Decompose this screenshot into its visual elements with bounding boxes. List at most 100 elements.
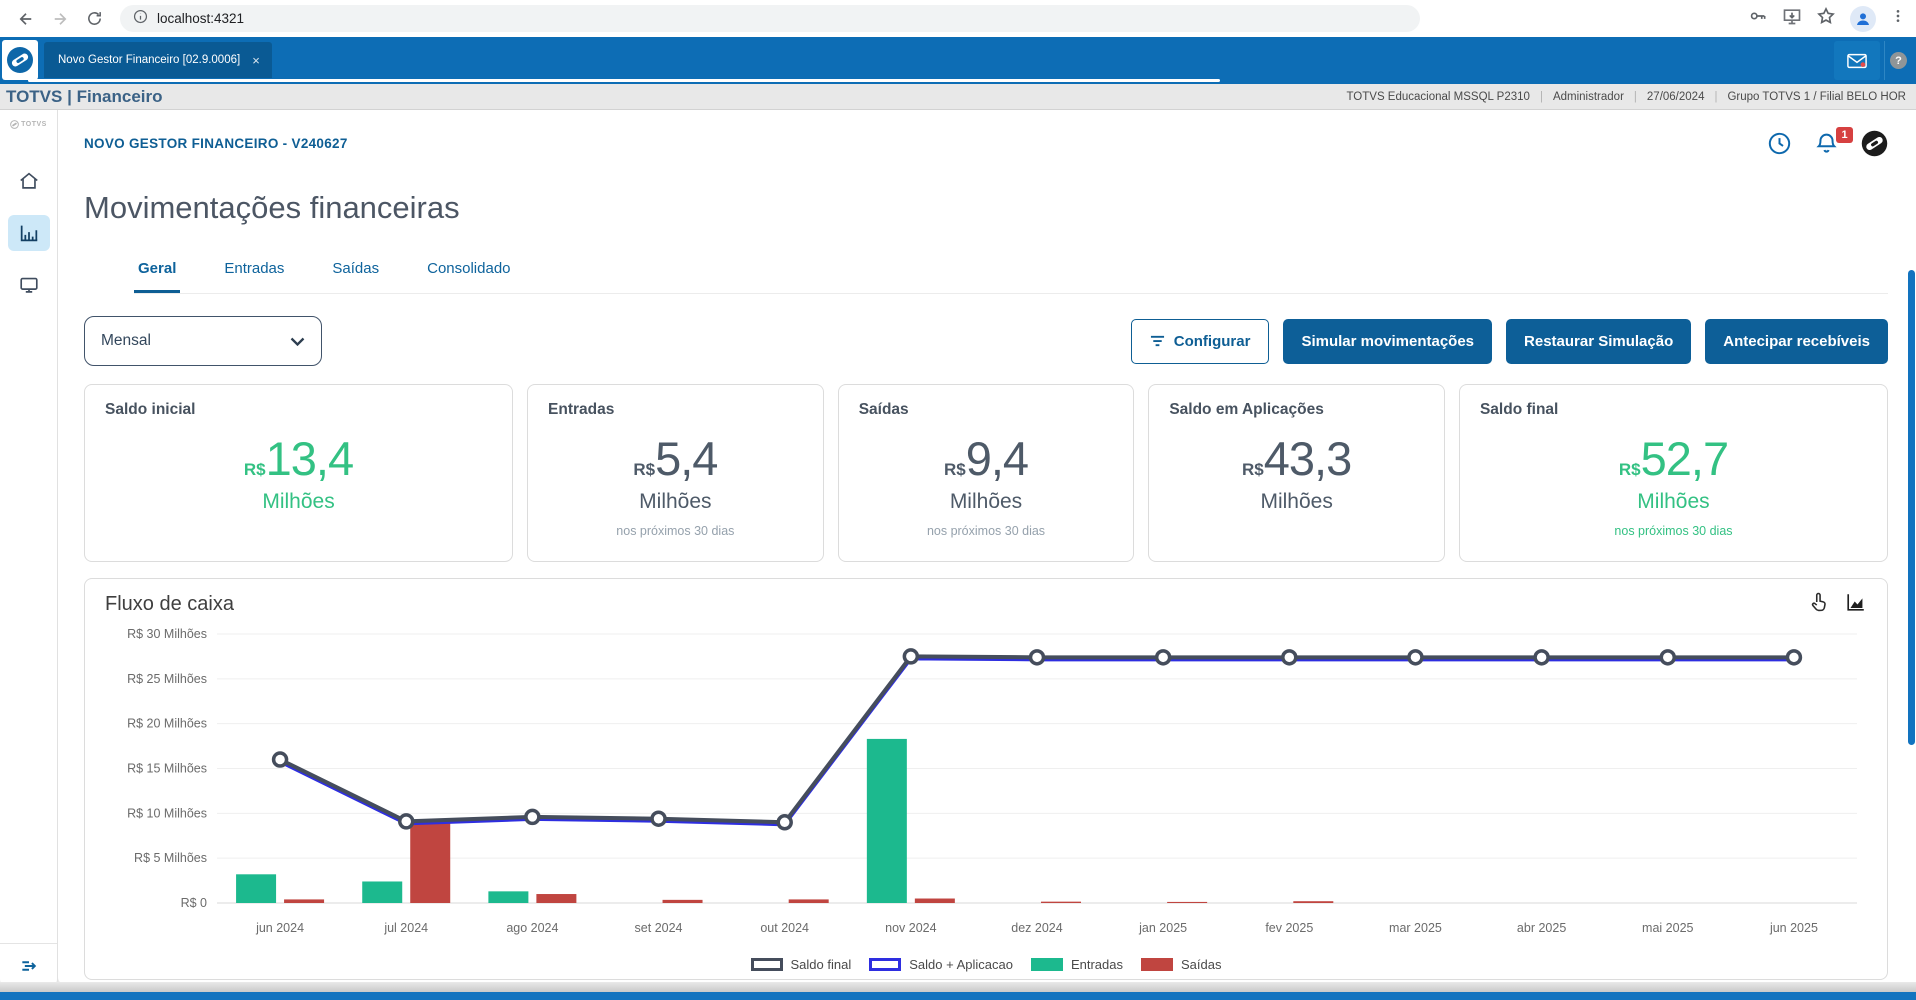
- horizontal-scrollbar[interactable]: [0, 992, 1916, 1000]
- mail-icon[interactable]: [1834, 41, 1880, 80]
- area-chart-icon[interactable]: [1845, 591, 1867, 618]
- chart-tools: [1808, 591, 1867, 618]
- sidebar-item-dashboard[interactable]: [7, 215, 50, 251]
- url-text[interactable]: localhost:4321: [157, 11, 245, 26]
- sidebar-nav: [7, 163, 50, 303]
- legend-item-entradas[interactable]: Entradas: [1030, 957, 1123, 972]
- chart-header: Fluxo de caixa: [105, 591, 1867, 618]
- app-tab-bar: Novo Gestor Financeiro [02.9.0006] × ?: [0, 37, 1916, 84]
- kpi-card-saldo-inicial: Saldo inicial R$13,4 Milhões: [84, 384, 514, 562]
- page-title: Movimentações financeiras: [84, 190, 460, 225]
- env-company: Grupo TOTVS 1 / Filial BELO HOR: [1727, 90, 1906, 103]
- notifications-bell-icon[interactable]: 1: [1814, 127, 1853, 161]
- controls-row: Mensal Configurar Simular movimentações …: [84, 316, 1888, 366]
- vertical-scrollbar[interactable]: [1908, 270, 1915, 745]
- chevron-down-icon: [290, 337, 305, 346]
- sidebar-totvs-logo: TOTVS: [10, 120, 47, 129]
- main-content: NOVO GESTOR FINANCEIRO - V240627 1 Movim…: [58, 110, 1916, 985]
- app-tab[interactable]: Novo Gestor Financeiro [02.9.0006] ×: [44, 42, 272, 78]
- key-icon[interactable]: [1748, 6, 1768, 31]
- browser-menu-icon[interactable]: [1890, 8, 1906, 29]
- anticipate-receivables-button[interactable]: Antecipar recebíveis: [1705, 318, 1888, 364]
- svg-text:R$ 15 Milhões: R$ 15 Milhões: [127, 762, 207, 776]
- profile-avatar[interactable]: [1850, 5, 1876, 32]
- page-tabs: Geral Entradas Saídas Consolidado: [134, 260, 1888, 294]
- svg-text:abr 2025: abr 2025: [1517, 921, 1566, 935]
- app-tab-title: Novo Gestor Financeiro [02.9.0006]: [58, 54, 241, 66]
- period-select-value: Mensal: [101, 332, 151, 349]
- browser-toolbar: localhost:4321: [0, 0, 1916, 37]
- svg-text:R$ 20 Milhões: R$ 20 Milhões: [127, 717, 207, 731]
- svg-text:set 2024: set 2024: [635, 921, 683, 935]
- kpi-card-entradas: Entradas R$5,4 Milhões nos próximos 30 d…: [527, 384, 824, 562]
- cash-flow-chart-card: Fluxo de caixa R$ 0 R$ 5 Milhões R$ 10 Mil…: [84, 578, 1888, 980]
- svg-text:dez 2024: dez 2024: [1011, 921, 1062, 935]
- svg-text:mar 2025: mar 2025: [1389, 921, 1442, 935]
- sidebar-expand-icon[interactable]: [0, 943, 57, 987]
- svg-text:R$ 25 Milhões: R$ 25 Milhões: [127, 672, 207, 686]
- simulate-button[interactable]: Simular movimentações: [1283, 318, 1493, 364]
- site-info-icon[interactable]: [133, 9, 148, 29]
- action-buttons: Configurar Simular movimentações Restaur…: [1130, 318, 1888, 364]
- kpi-card-saldo-final: Saldo final R$52,7 Milhões nos próximos …: [1458, 384, 1889, 562]
- legend-item-saldo-final[interactable]: Saldo final: [750, 957, 851, 972]
- svg-text:out 2024: out 2024: [760, 921, 809, 935]
- tabstrip-scroll-indicator: [28, 79, 1220, 82]
- notification-badge: 1: [1836, 127, 1853, 143]
- forward-icon[interactable]: [44, 4, 76, 34]
- kpi-cards: Saldo inicial R$13,4 Milhões Entradas R$…: [84, 384, 1889, 562]
- tab-entradas[interactable]: Entradas: [224, 260, 285, 277]
- sidebar-item-monitor[interactable]: [8, 267, 50, 303]
- tab-close-icon[interactable]: ×: [252, 52, 260, 68]
- bookmark-star-icon[interactable]: [1816, 6, 1836, 31]
- svg-text:jun 2025: jun 2025: [1769, 921, 1818, 935]
- tab-geral[interactable]: Geral: [134, 260, 181, 293]
- kpi-card-saidas: Saídas R$9,4 Milhões nos próximos 30 dia…: [837, 384, 1135, 562]
- browser-actions: [1748, 5, 1906, 32]
- sidebar: TOTVS: [0, 110, 58, 987]
- chart-title: Fluxo de caixa: [105, 593, 234, 615]
- configure-button[interactable]: Configurar: [1130, 318, 1270, 364]
- install-icon[interactable]: [1782, 6, 1802, 31]
- tab-consolidado[interactable]: Consolidado: [427, 260, 511, 277]
- totvs-round-logo-icon[interactable]: [1861, 130, 1888, 162]
- env-user: Administrador: [1552, 90, 1624, 103]
- app-subtitle: NOVO GESTOR FINANCEIRO - V240627: [84, 136, 348, 151]
- reload-icon[interactable]: [78, 4, 110, 34]
- environment-info: TOTVS Educacional MSSQL P2310 | Administr…: [1346, 90, 1906, 103]
- svg-text:nov 2024: nov 2024: [885, 921, 936, 935]
- env-database: TOTVS Educacional MSSQL P2310: [1346, 90, 1530, 103]
- help-icon[interactable]: ?: [1884, 41, 1912, 80]
- back-icon[interactable]: [10, 4, 42, 34]
- restore-simulation-button[interactable]: Restaurar Simulação: [1506, 318, 1692, 364]
- main-top-row: NOVO GESTOR FINANCEIRO - V240627 1: [84, 127, 1888, 162]
- cash-flow-chart[interactable]: R$ 0 R$ 5 Milhões R$ 10 Milhões R$ 15 Milhõ…: [105, 618, 1865, 950]
- header-icons: 1: [1767, 127, 1888, 162]
- brand-bar: TOTVS | Financeiro TOTVS Educacional MSS…: [0, 84, 1916, 110]
- svg-text:R$ 0: R$ 0: [181, 896, 207, 910]
- bottom-shade: [0, 982, 1916, 992]
- svg-text:jan 2025: jan 2025: [1138, 921, 1187, 935]
- svg-text:mai 2025: mai 2025: [1642, 921, 1693, 935]
- svg-text:R$ 10 Milhões: R$ 10 Milhões: [127, 806, 207, 820]
- app-body: TOTVS NOVO GESTOR FINANCEIRO - V240627: [0, 110, 1916, 987]
- legend-item-sa-das[interactable]: Saídas: [1141, 957, 1221, 972]
- svg-text:ago 2024: ago 2024: [506, 921, 558, 935]
- totvs-logo-icon[interactable]: [2, 40, 38, 80]
- address-bar[interactable]: localhost:4321: [120, 5, 1420, 32]
- period-select[interactable]: Mensal: [84, 316, 322, 366]
- sidebar-item-home[interactable]: [8, 163, 50, 199]
- filter-icon: [1150, 335, 1164, 347]
- legend-item-saldo-aplicacao[interactable]: Saldo + Aplicacao: [869, 957, 1013, 972]
- tab-saidas[interactable]: Saídas: [332, 260, 380, 277]
- kpi-card-saldo-aplicacoes: Saldo em Aplicações R$43,3 Milhões: [1148, 384, 1445, 562]
- env-date: 27/06/2024: [1646, 90, 1705, 103]
- svg-text:jul 2024: jul 2024: [383, 921, 428, 935]
- pointer-hand-icon[interactable]: [1808, 591, 1829, 618]
- history-clock-icon[interactable]: [1767, 131, 1792, 161]
- chart-legend: Saldo final Saldo + Aplicacao Entradas Saíd…: [105, 957, 1867, 972]
- tabbar-right: ?: [1832, 37, 1916, 84]
- svg-text:R$ 5 Milhões: R$ 5 Milhões: [134, 851, 207, 865]
- svg-text:fev 2025: fev 2025: [1265, 921, 1313, 935]
